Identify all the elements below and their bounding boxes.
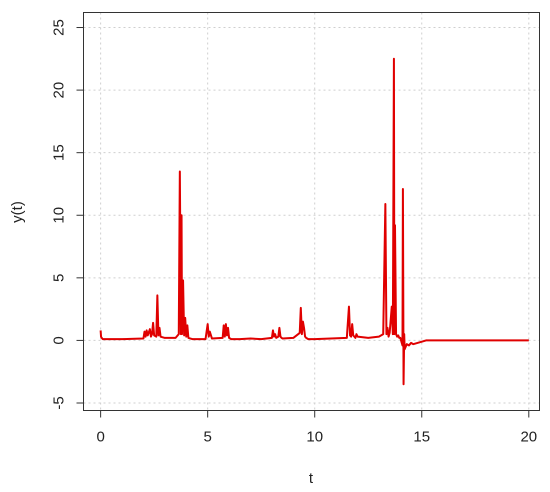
plot-frame	[83, 12, 540, 411]
y-axis-title: y(t)	[9, 201, 26, 223]
x-axis: 0 5 10 15 20	[96, 410, 537, 446]
x-tick-label: 0	[96, 429, 104, 446]
x-tick-label: 15	[413, 429, 430, 446]
x-tick-label: 10	[306, 429, 323, 446]
y-tick-label: 0	[51, 336, 68, 344]
grid	[83, 12, 540, 411]
x-tick-label: 5	[203, 429, 211, 446]
y-axis: -5 0 5 10 15 20 25	[51, 19, 84, 410]
x-axis-title: t	[309, 470, 314, 487]
y-tick-label: -5	[51, 396, 68, 409]
y-tick-label: 10	[51, 207, 68, 224]
y-tick-label: 15	[51, 144, 68, 161]
y-tick-label: 5	[51, 274, 68, 282]
y-tick-label: 25	[51, 19, 68, 36]
y-tick-label: 20	[51, 82, 68, 99]
series-line-0	[99, 57, 529, 386]
series-layer	[99, 57, 529, 386]
x-tick-label: 20	[520, 429, 537, 446]
